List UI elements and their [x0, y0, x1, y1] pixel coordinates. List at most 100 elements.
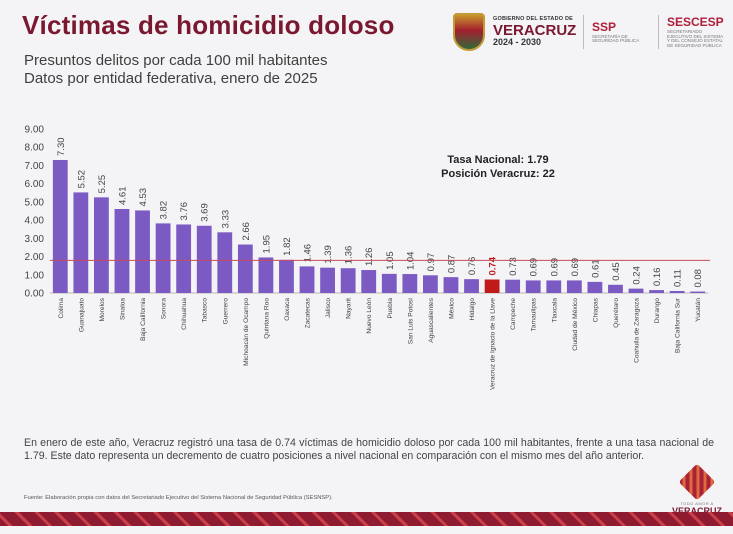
bar — [217, 232, 233, 293]
veracruz-shield-icon — [453, 13, 485, 51]
bar-value-label: 3.82 — [159, 201, 170, 220]
source-note: Fuente: Elaboración propia con datos del… — [24, 495, 333, 501]
category-label: Ciudad de México — [572, 298, 579, 351]
y-tick-label: 5.00 — [25, 197, 45, 208]
bar — [196, 225, 212, 293]
y-tick-label: 3.00 — [25, 234, 45, 245]
category-label: Zacatecas — [305, 297, 312, 328]
bottom-margin — [0, 526, 733, 534]
bar-value-label: 2.66 — [241, 222, 252, 241]
bar-value-label: 3.33 — [220, 210, 231, 229]
category-label: Oaxaca — [284, 298, 291, 321]
category-label: Quintana Roo — [263, 298, 270, 339]
category-label: Aguascalientes — [428, 297, 435, 342]
category-label: San Luis Potosí — [407, 298, 414, 344]
category-label: Baja California Sur — [675, 297, 682, 353]
bar — [258, 257, 274, 293]
bar — [587, 281, 603, 293]
bar-value-label: 3.76 — [179, 202, 190, 221]
bar — [340, 268, 356, 293]
bar — [381, 273, 397, 293]
y-tick-label: 8.00 — [25, 143, 45, 154]
bar-value-label: 0.61 — [590, 259, 601, 278]
bar-value-label: 4.53 — [138, 188, 149, 207]
bar-value-label: 0.69 — [529, 258, 540, 277]
bar-value-label: 4.61 — [117, 186, 128, 205]
bar — [505, 279, 521, 293]
bar-value-label: 0.45 — [611, 262, 622, 281]
bar-value-label: 7.30 — [56, 137, 67, 156]
bar-value-label: 5.25 — [97, 175, 108, 194]
category-label: Campeche — [510, 298, 517, 330]
category-label: Veracruz de Ignacio de la Llave — [490, 298, 497, 390]
sescesp-description: SECRETARIADO EJECUTIVO DEL SISTEMA Y DEL… — [667, 29, 723, 48]
subtitle-line-1: Presuntos delitos por cada 100 mil habit… — [24, 52, 328, 69]
bar — [299, 266, 315, 293]
bar-value-label: 0.97 — [426, 253, 437, 272]
bar — [94, 197, 109, 293]
bar-value-label: 3.69 — [200, 203, 211, 222]
category-label: Michoacán de Ocampo — [243, 298, 250, 366]
bar-value-label: 0.74 — [488, 256, 499, 275]
bar — [73, 192, 89, 293]
y-tick-label: 1.00 — [25, 270, 45, 281]
national-rate-annotation: Tasa Nacional: 1.79 — [447, 154, 548, 166]
bar — [320, 267, 335, 293]
government-logo: GOBIERNO DEL ESTADO DE VERACRUZ 2024 - 2… — [493, 16, 577, 47]
bar-value-label: 0.76 — [467, 257, 478, 276]
bar — [361, 270, 377, 293]
page-title: Víctimas de homicidio doloso — [22, 10, 395, 40]
category-label: Chiapas — [592, 297, 599, 322]
brand-name: VERACRUZ — [671, 506, 722, 516]
category-label: Durango — [654, 298, 661, 324]
bar-value-label: 0.08 — [693, 269, 704, 288]
logo-divider — [583, 15, 584, 49]
bar-value-label: 0.73 — [508, 257, 519, 276]
category-label: Tlaxcala — [551, 298, 558, 323]
bar — [279, 259, 294, 293]
bar-value-label: 0.69 — [549, 258, 560, 277]
ssp-description: SECRETARÍA DE SEGURIDAD PÚBLICA — [592, 33, 640, 43]
category-label: Sinaloa — [119, 298, 126, 320]
category-label: Baja California — [140, 298, 147, 341]
bar-value-label: 5.52 — [76, 170, 87, 189]
gov-logo-line-2: VERACRUZ — [493, 21, 577, 39]
category-label: Colima — [58, 298, 65, 319]
y-tick-label: 9.00 — [25, 125, 45, 136]
bar-value-label: 1.39 — [323, 245, 334, 264]
bar-value-label: 1.26 — [364, 248, 375, 266]
category-label: Guerrero — [222, 298, 229, 325]
bar-value-label: 1.36 — [344, 246, 355, 265]
bar — [690, 291, 706, 293]
ssp-logo: SSP SECRETARÍA DE SEGURIDAD PÚBLICA — [592, 21, 650, 44]
bar — [402, 274, 418, 293]
bar — [546, 280, 562, 293]
bar — [237, 244, 253, 293]
category-label: Nayarit — [346, 298, 353, 319]
bar — [608, 284, 623, 293]
bar — [443, 277, 459, 293]
bar-value-label: 0.87 — [446, 255, 457, 274]
gov-logo-line-3: 2024 - 2030 — [493, 36, 542, 47]
category-label: Nuevo León — [366, 298, 373, 334]
category-label: Sonora — [161, 298, 168, 320]
category-label: México — [448, 298, 455, 319]
bar — [464, 279, 479, 293]
gov-logo-line-1: GOBIERNO DEL ESTADO DE — [493, 16, 573, 23]
highlight-bar — [484, 279, 500, 293]
category-label: Chihuahua — [181, 298, 188, 330]
bar — [525, 280, 541, 293]
bar-value-label: 0.24 — [632, 266, 643, 285]
category-label: Jalisco — [325, 298, 332, 318]
y-tick-label: 2.00 — [25, 252, 45, 263]
category-label: Tamaulipas — [531, 297, 538, 331]
subtitle: Presuntos delitos por cada 100 mil habit… — [24, 52, 328, 88]
category-label: Querétaro — [613, 298, 620, 328]
bar — [669, 290, 685, 293]
bar — [135, 210, 150, 293]
brand-tagline: TODO AMOR A — [680, 501, 714, 506]
header-logos: GOBIERNO DEL ESTADO DE VERACRUZ 2024 - 2… — [453, 10, 725, 54]
category-label: Morelos — [99, 297, 106, 321]
bar — [566, 280, 582, 293]
category-label: Tabasco — [202, 298, 209, 323]
